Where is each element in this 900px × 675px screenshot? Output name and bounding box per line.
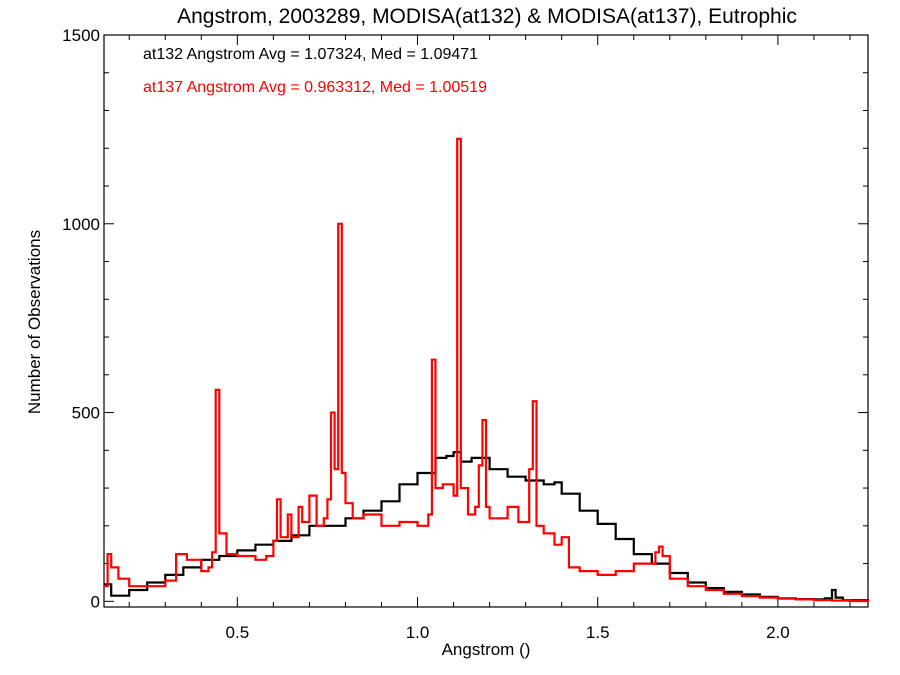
y-tick-label: 1500: [62, 26, 100, 45]
x-tick-label: 1.0: [406, 623, 430, 642]
y-tick-label: 1000: [62, 215, 100, 234]
series-line-1: [104, 137, 870, 603]
plot-border: [103, 34, 869, 608]
x-tick-label: 2.0: [766, 623, 790, 642]
x-axis-label: Angstrom (): [442, 640, 531, 659]
x-tick-label: 1.5: [586, 623, 610, 642]
plot-frame: [103, 34, 869, 608]
x-tick-label: 0.5: [226, 623, 250, 642]
x-axis: 0.5 1.0 1.5 2.0: [128, 35, 851, 642]
y-tick-label: 500: [72, 404, 100, 423]
y-axis-label: Number of Observations: [25, 230, 44, 414]
series-layer: [104, 137, 870, 603]
y-tick-label: 0: [91, 592, 100, 611]
chart-title: Angstrom, 2003289, MODISA(at132) & MODIS…: [177, 5, 797, 28]
annotation-at132: at132 Angstrom Avg = 1.07324, Med = 1.09…: [143, 46, 478, 63]
y-axis: 0 500 1000 1500: [62, 26, 868, 611]
annotation-at137: at137 Angstrom Avg = 0.963312, Med = 1.0…: [143, 79, 487, 96]
